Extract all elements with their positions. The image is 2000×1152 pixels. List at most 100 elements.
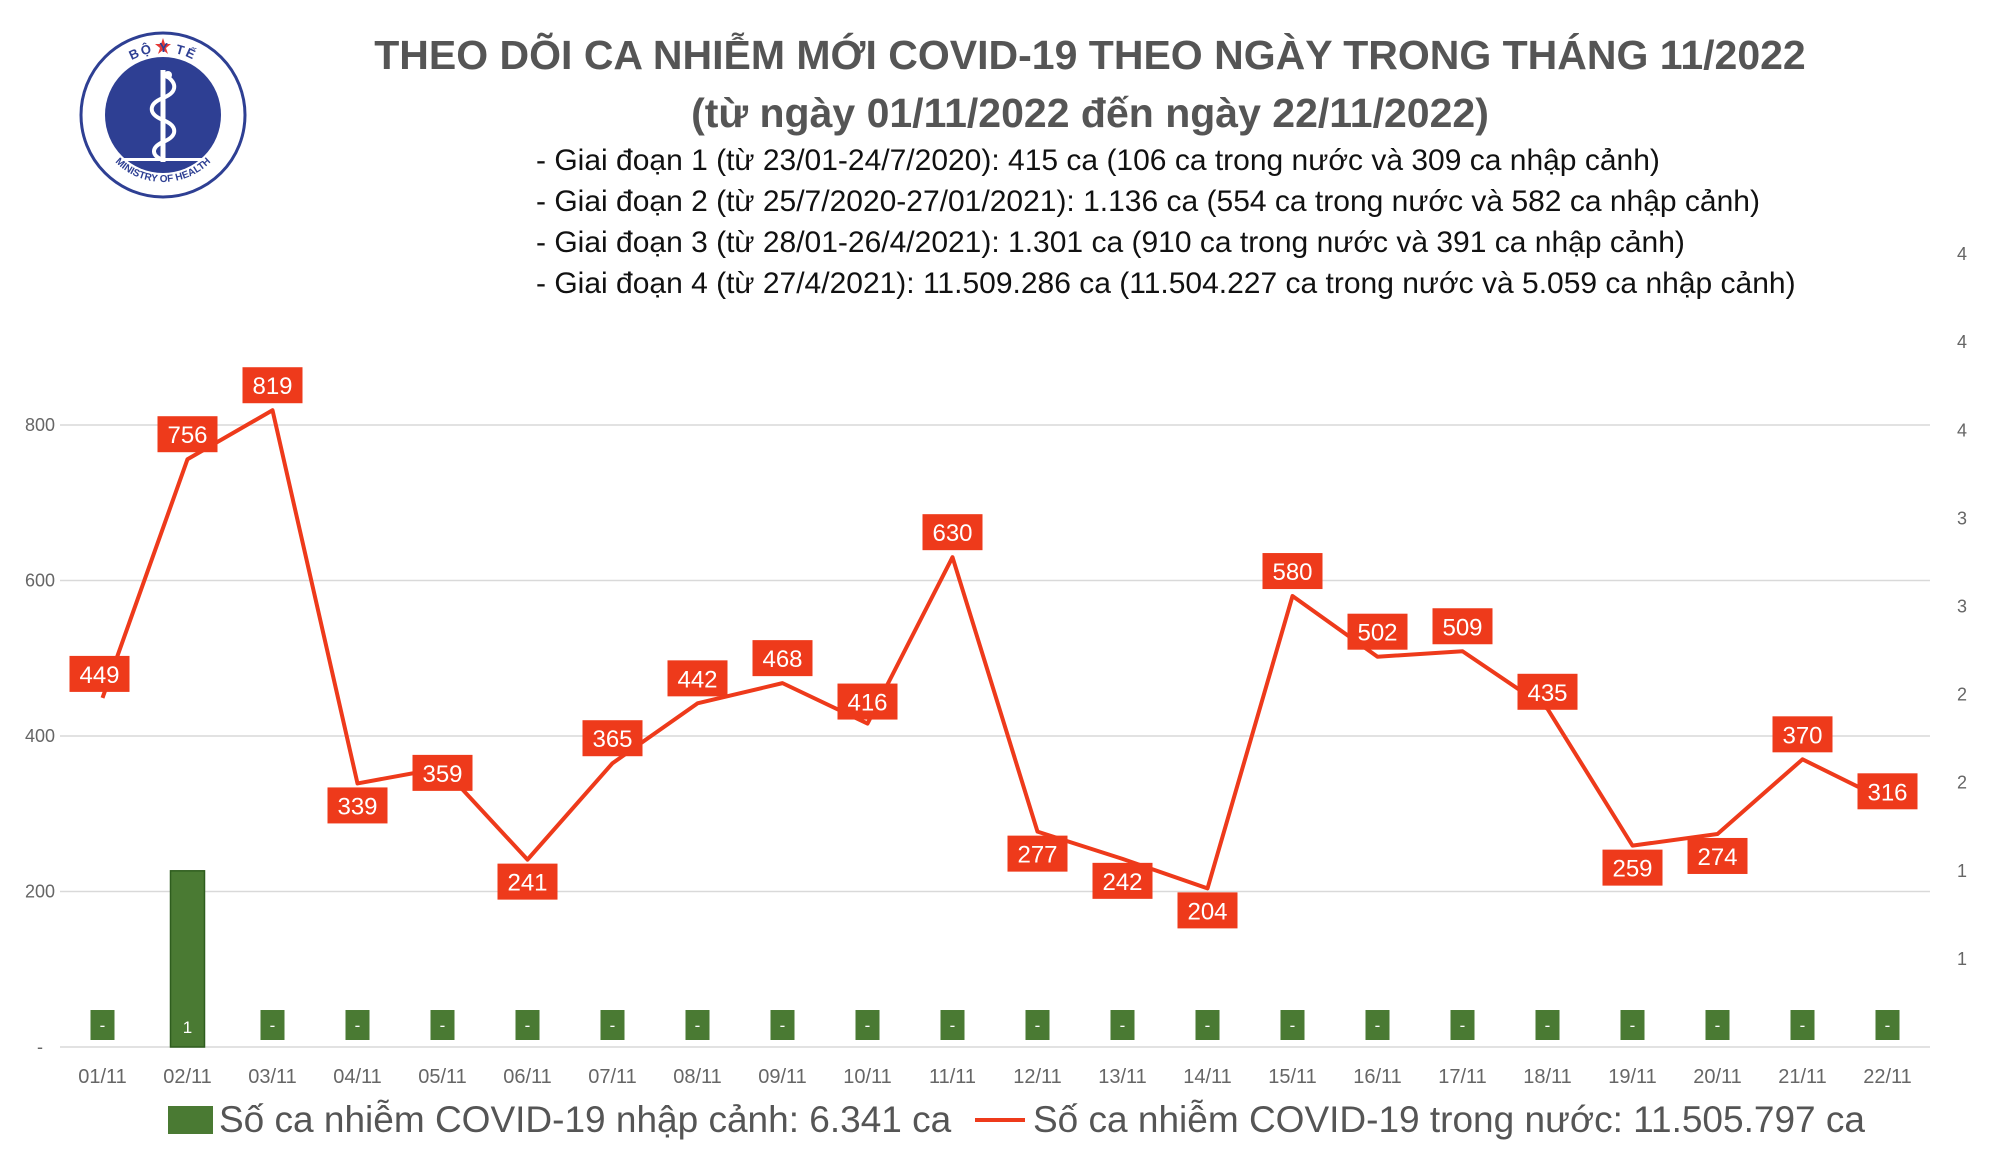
- chart-subtitle: (từ ngày 01/11/2022 đến ngày 22/11/2022): [691, 90, 1489, 136]
- bar: [1280, 1010, 1305, 1040]
- line-data-label: 449: [79, 662, 119, 689]
- bar: [685, 1010, 710, 1040]
- bar-data-label: -: [1205, 1016, 1211, 1035]
- x-axis-tick-label: 15/11: [1268, 1066, 1317, 1088]
- x-axis-tick-label: 05/11: [418, 1066, 467, 1088]
- line-data-label: 502: [1357, 620, 1397, 647]
- line-data-label: 359: [422, 761, 462, 788]
- bar: [515, 1010, 540, 1040]
- bar: [1110, 1010, 1135, 1040]
- bar-data-label: -: [1035, 1016, 1041, 1035]
- line-data-label-box: [667, 660, 728, 697]
- x-axis-tick-label: 21/11: [1778, 1066, 1827, 1088]
- line-data-label: 365: [592, 726, 632, 753]
- bar: [1620, 1010, 1645, 1040]
- line-data-label: 416: [847, 690, 887, 717]
- line-data-label-box: [412, 754, 473, 791]
- legend-line-label: Số ca nhiễm COVID-19 trong nước: 11.505.…: [1033, 1099, 1865, 1140]
- x-axis-tick-label: 20/11: [1693, 1066, 1742, 1088]
- line-data-label: 580: [1272, 559, 1312, 586]
- line-data-label: 442: [677, 666, 717, 693]
- bar-data-label: -: [355, 1016, 361, 1035]
- bar: [430, 1010, 455, 1040]
- line-data-label: 241: [507, 870, 547, 897]
- bar-data-label: -: [610, 1016, 616, 1035]
- line-data-label-box: [327, 787, 388, 824]
- stage-line: - Giai đoạn 3 (từ 28/01-26/4/2021): 1.30…: [536, 226, 1685, 259]
- right-axis-tick-label: 4: [1957, 244, 1967, 264]
- line-data-label-box: [1262, 553, 1323, 590]
- bar: [1705, 1010, 1730, 1040]
- bar: [1195, 1010, 1220, 1040]
- bar: [1535, 1010, 1560, 1040]
- line-data-label-box: [1517, 673, 1578, 710]
- legend-bar-label: Số ca nhiễm COVID-19 nhập cảnh: 6.341 ca: [219, 1099, 952, 1140]
- right-axis-tick-label: 3: [1957, 597, 1967, 617]
- stage-line: - Giai đoạn 1 (từ 23/01-24/7/2020): 415 …: [536, 144, 1660, 177]
- star-icon: [155, 38, 171, 54]
- line-data-label: 204: [1187, 898, 1227, 925]
- ministry-of-health-logo: BỘ Y TẾ MINISTRY OF HEALTH: [79, 31, 247, 199]
- x-axis-tick-label: 11/11: [929, 1066, 976, 1088]
- line-data-label-box: [497, 863, 558, 900]
- right-axis-tick-label: 1: [1957, 861, 1967, 881]
- line-data-label-box: [582, 720, 643, 757]
- x-axis-tick-label: 02/11: [163, 1066, 212, 1088]
- left-axis-tick-label: 400: [25, 726, 55, 746]
- bar-data-label: -: [270, 1016, 276, 1035]
- right-axis-tick-label: 2: [1957, 685, 1967, 705]
- x-axis-tick-label: 17/11: [1438, 1066, 1487, 1088]
- line-data-label-box: [157, 416, 218, 453]
- x-axis-tick-label: 13/11: [1098, 1066, 1147, 1088]
- line-data-label-box: [1177, 892, 1238, 929]
- line-data-label: 316: [1867, 779, 1907, 806]
- line-data-label-box: [1007, 835, 1068, 872]
- line-data-label-box: [837, 683, 898, 720]
- line-data-label: 277: [1017, 842, 1057, 869]
- left-axis-tick-label: 600: [25, 571, 55, 591]
- chart-title: THEO DÕI CA NHIỄM MỚI COVID-19 THEO NGÀY…: [374, 32, 1806, 78]
- bar-data-label: 1: [183, 1018, 192, 1037]
- bar-data-label: -: [1800, 1016, 1806, 1035]
- line-data-label-box: [1687, 837, 1748, 874]
- x-axis-tick-label: 12/11: [1013, 1066, 1062, 1088]
- bar-data-label: -: [865, 1016, 871, 1035]
- x-axis-tick-label: 09/11: [758, 1066, 807, 1088]
- line-data-label-box: [1772, 716, 1833, 753]
- line-data-label-box: [1347, 613, 1408, 650]
- bar-data-label: -: [525, 1016, 531, 1035]
- bar: [260, 1010, 285, 1040]
- bar: [169, 870, 206, 1048]
- bar-data-label: -: [100, 1016, 106, 1035]
- line-data-label: 468: [762, 646, 802, 673]
- x-axis-tick-label: 22/11: [1863, 1066, 1912, 1088]
- x-axis-tick-label: 04/11: [333, 1066, 382, 1088]
- bar: [940, 1010, 965, 1040]
- line-data-label: 435: [1527, 680, 1567, 707]
- bar: [1790, 1010, 1815, 1040]
- bar-data-label: -: [1290, 1016, 1296, 1035]
- x-axis-tick-label: 08/11: [673, 1066, 722, 1088]
- x-axis-tick-label: 01/11: [78, 1066, 127, 1088]
- x-axis-tick-label: 10/11: [843, 1066, 892, 1088]
- line-data-label: 339: [337, 793, 377, 820]
- bar: [855, 1010, 880, 1040]
- left-axis-tick-label: -: [37, 1037, 43, 1057]
- line-data-label-box: [69, 655, 130, 692]
- line-data-label: 630: [932, 520, 972, 547]
- line-data-label: 274: [1697, 844, 1737, 871]
- line-data-label-box: [1602, 849, 1663, 886]
- bar: [90, 1010, 115, 1040]
- line-data-label-box: [752, 640, 813, 677]
- x-axis-tick-label: 14/11: [1183, 1066, 1232, 1088]
- bar: [1025, 1010, 1050, 1040]
- left-axis-tick-label: 200: [25, 882, 55, 902]
- right-axis-tick-label: 3: [1957, 508, 1967, 528]
- bar-data-label: -: [695, 1016, 701, 1035]
- svg-text:BỘ Y TẾ: BỘ Y TẾ: [127, 40, 200, 63]
- right-axis-tick-label: 4: [1957, 420, 1967, 440]
- bar-data-label: -: [1120, 1016, 1126, 1035]
- stage-line: - Giai đoạn 2 (từ 25/7/2020-27/01/2021):…: [536, 185, 1760, 218]
- line-data-label: 259: [1612, 856, 1652, 883]
